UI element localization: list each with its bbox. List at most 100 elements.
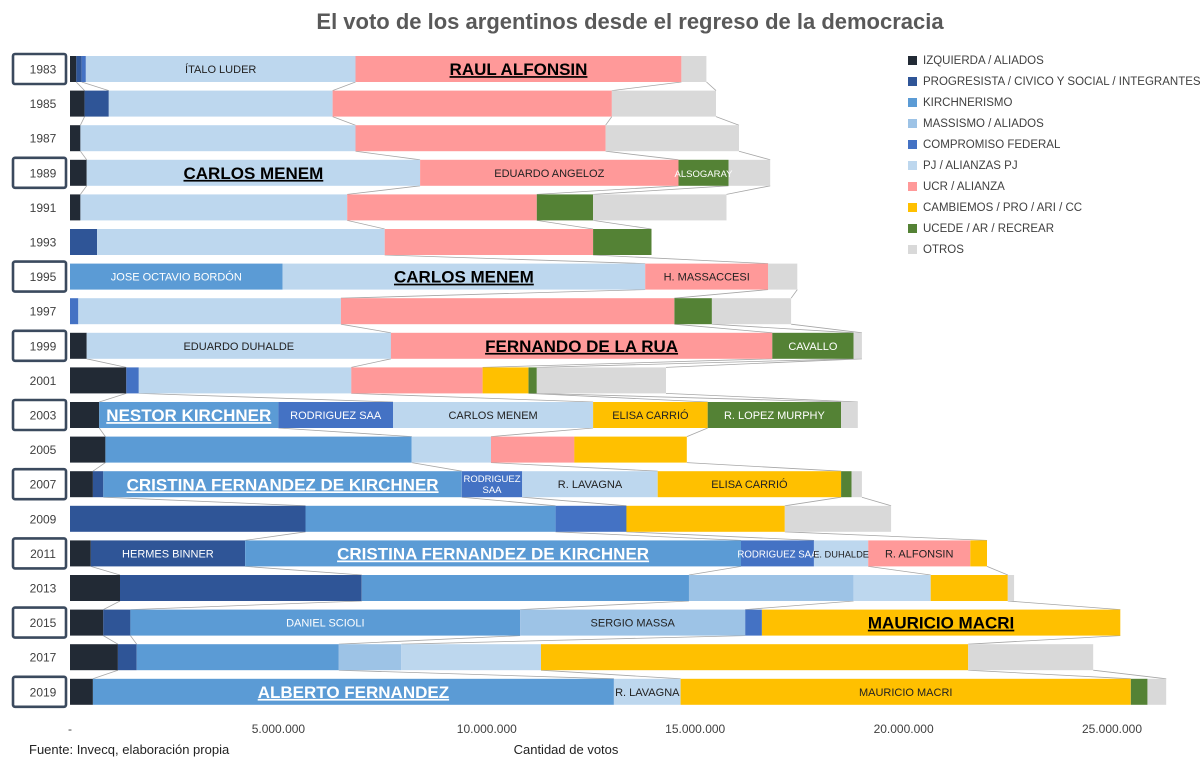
year-label-2019: 2019 [30, 685, 57, 699]
connector-2003-cambiemos [686, 427, 708, 437]
bar-label-2015-kirchnerismo: DANIEL SCIOLI [286, 618, 364, 630]
bar-segment-2001-otros [536, 367, 666, 394]
connector-2007-compromiso [522, 496, 627, 507]
connector-2005-pj [490, 462, 658, 472]
bar-segment-2005-ucr [491, 436, 575, 463]
bar-label-2007-kirchnerismo: CRISTINA FERNANDEZ DE KIRCHNER [127, 475, 439, 494]
connector-1995-otros [790, 289, 798, 299]
bar-segment-1985-progresista [84, 90, 109, 117]
bar-segment-1985-pj [108, 90, 333, 117]
legend-swatch-compromiso [908, 140, 917, 149]
bar-segment-2007-ucede [841, 471, 852, 498]
bar-segment-1995-kirchnerismo [70, 263, 283, 290]
connector-1999-ucr [482, 358, 773, 368]
bar-segment-2001-ucede [528, 367, 537, 394]
bar-segment-1995-ucr [645, 263, 769, 290]
connector-2003-kirchnerismo [278, 427, 412, 437]
bar-segment-1991-pj [80, 194, 348, 221]
chart-title: El voto de los argentinos desde el regre… [316, 9, 944, 34]
bar-segment-2003-compromiso [278, 402, 393, 428]
bar-segment-2011-kirchnerismo [245, 540, 742, 567]
bar-segment-1989-izquierda [70, 159, 87, 186]
connector-1995-ucr [674, 289, 769, 299]
bar-label-2015-cambiemos: MAURICIO MACRI [868, 614, 1014, 633]
legend-swatch-cambiemos [908, 203, 917, 212]
presidential-year-frame-1989 [11, 156, 68, 190]
x-tick-label: 15.000.000 [665, 722, 725, 736]
bar-segment-1999-izquierda [70, 332, 87, 359]
bar-segment-1995-pj [282, 263, 646, 290]
bar-segment-2011-progresista [90, 540, 245, 567]
connector-2017-cambiemos [968, 669, 1131, 680]
bar-segment-1999-ucede [772, 332, 854, 359]
connector-1999-ucede [536, 358, 854, 368]
legend-label-compromiso: COMPROMISO FEDERAL [923, 139, 1061, 151]
connector-2001-izquierda [99, 393, 127, 403]
bar-segment-2001-ucr [351, 367, 483, 394]
bar-segment-2015-compromiso [745, 609, 762, 636]
year-label-2003: 2003 [30, 409, 57, 423]
legend-label-izquierda: IZQUIERDA / ALIADOS [923, 55, 1044, 67]
bar-segment-2019-cambiemos [680, 678, 1131, 705]
bar-segment-2015-kirchnerismo [130, 609, 521, 636]
connector-1983-pj [332, 81, 356, 91]
presidential-year-frame-1983 [11, 52, 68, 86]
connector-2011-progresista [245, 566, 362, 576]
year-label-2017: 2017 [30, 651, 57, 665]
x-tick-label: 10.000.000 [457, 722, 517, 736]
bar-segment-2009-compromiso [555, 505, 627, 532]
connector-2015-kirchnerismo [338, 635, 521, 645]
bar-segment-1987-ucr [355, 125, 606, 152]
bar-segment-2007-pj [522, 471, 658, 498]
bar-segment-2009-otros [784, 505, 892, 532]
bar-segment-1997-otros [711, 298, 792, 325]
connector-1989-ucr [536, 185, 679, 195]
bar-label-2015-massismo: SERGIO MASSA [591, 618, 676, 630]
bar-segment-1983-ucr [355, 56, 682, 82]
bar-segment-1997-compromiso [70, 298, 79, 325]
connector-2001-otros [665, 393, 858, 403]
year-label-1997: 1997 [30, 305, 57, 319]
bar-label-2003-compromiso: RODRIGUEZ SAA [290, 410, 382, 422]
bar-label-2011-kirchnerismo: CRISTINA FERNANDEZ DE KIRCHNER [337, 545, 649, 564]
bar-segment-1991-izquierda [70, 194, 81, 221]
bar-label-1999-ucede: CAVALLO [788, 341, 838, 353]
bar-segment-2013-massismo [688, 575, 854, 601]
year-label-2013: 2013 [30, 582, 57, 596]
year-label-2009: 2009 [30, 512, 57, 526]
connector-1989-ucede [593, 185, 729, 195]
bar-segment-2007-izquierda [70, 471, 93, 498]
x-axis-title: Cantidad de votos [514, 742, 619, 757]
bar-segment-2007-cambiemos [657, 471, 842, 498]
connector-2005-izquierda [92, 462, 106, 472]
bar-segment-1983-izquierda [70, 56, 77, 82]
bar-segment-2009-cambiemos [626, 505, 785, 532]
bar-label-1999-pj: EDUARDO DUHALDE [183, 341, 294, 353]
bar-segment-2001-pj [138, 367, 352, 394]
bar-segment-2007-kirchnerismo [103, 471, 462, 498]
bar-label-1989-ucede: ALSOGARAY [675, 169, 734, 180]
bar-label-2011-compromiso: RODRIGUEZ SAA [737, 549, 818, 560]
legend-label-progresista: PROGRESISTA / CIVICO Y SOCIAL / INTEGRAN… [923, 76, 1200, 88]
bar-segment-2017-cambiemos [541, 644, 969, 671]
bar-segment-2011-izquierda [70, 540, 91, 567]
bar-segment-1983-otros [681, 56, 707, 82]
connector-1989-otros [726, 185, 771, 195]
bar-label-2003-ucede: R. LOPEZ MURPHY [724, 410, 826, 422]
bar-segment-2013-izquierda [70, 575, 120, 601]
legend-label-cambiemos: CAMBIEMOS / PRO / ARI / CC [923, 202, 1082, 214]
bar-segment-2007-compromiso [461, 471, 523, 498]
bar-segment-1987-pj [80, 125, 356, 152]
bar-segment-1995-otros [768, 263, 798, 290]
connector-2011-cambiemos [986, 566, 1008, 576]
connector-2013-izquierda [103, 600, 121, 610]
connector-1991-ucede [593, 220, 652, 230]
connector-2001-pj [351, 393, 594, 403]
bar-segment-2009-progresista [70, 505, 306, 532]
bar-segment-2015-izquierda [70, 609, 104, 636]
legend-label-ucr: UCR / ALIANZA [923, 181, 1005, 193]
x-tick-label: 5.000.000 [252, 722, 306, 736]
bar-segment-2019-izquierda [70, 678, 93, 705]
x-tick-label: 25.000.000 [1082, 722, 1142, 736]
bar-segment-1997-pj [78, 298, 341, 325]
